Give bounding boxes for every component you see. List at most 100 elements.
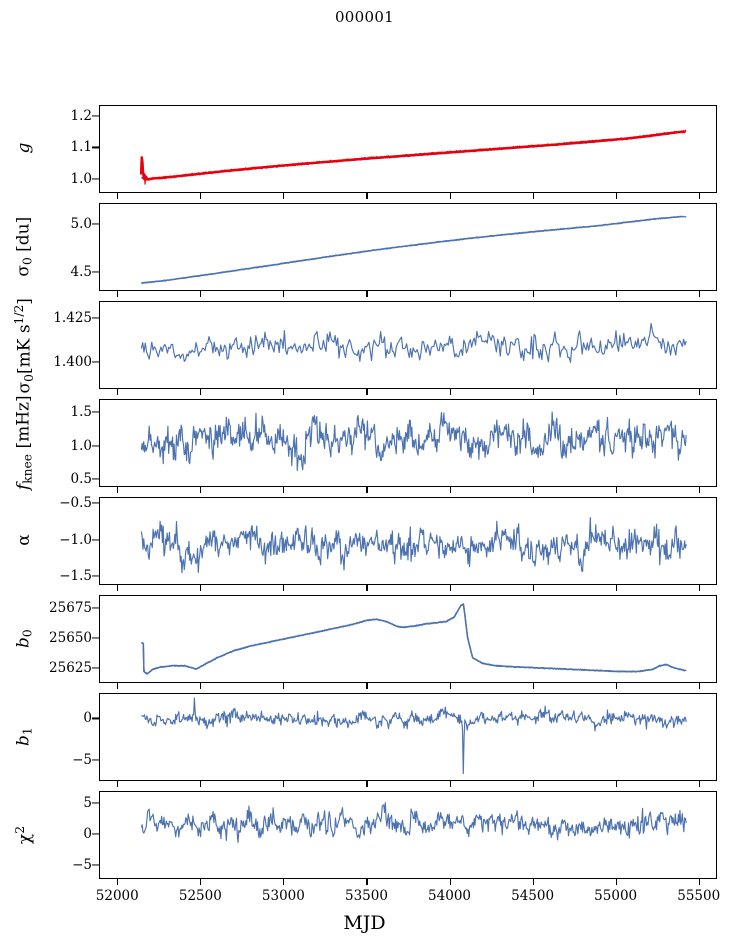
y-axis-f_knee: 0.5 1.0 1.5 <box>0 399 92 487</box>
x-tick-mark <box>698 683 700 689</box>
x-tick-mark <box>200 879 202 885</box>
data-line <box>141 216 686 283</box>
x-tick-mark <box>532 193 534 199</box>
y-tick-label: −5 <box>72 751 92 768</box>
x-tick-mark <box>283 781 285 787</box>
x-tick-mark <box>283 683 285 689</box>
x-tick-mark <box>283 487 285 493</box>
x-tick-label: 52500 <box>178 888 222 904</box>
data-line <box>141 604 686 674</box>
data-line <box>141 412 686 470</box>
y-tick-label: 1.0 <box>70 437 92 454</box>
y-tick-mark <box>91 575 99 577</box>
x-tick-mark <box>532 585 534 591</box>
data-line <box>141 323 686 362</box>
x-tick-mark <box>698 781 700 787</box>
y-tick-mark <box>91 864 99 866</box>
x-tick-label: 54500 <box>511 888 555 904</box>
x-tick-mark <box>698 389 700 395</box>
y-tick-mark <box>91 361 99 363</box>
y-tick-mark <box>91 223 99 225</box>
y-tick-label: −1.0 <box>59 531 92 548</box>
y-tick-label: 1.1 <box>70 139 92 156</box>
y-tick-label: 1.425 <box>53 309 92 326</box>
y-tick-mark <box>91 411 99 413</box>
x-tick-mark <box>117 389 119 395</box>
plot-panel-f_knee <box>99 399 717 487</box>
y-tick-label: −0.5 <box>59 494 92 511</box>
x-tick-mark <box>449 487 451 493</box>
x-tick-label: 52000 <box>95 888 139 904</box>
y-tick-label: 0.5 <box>70 471 92 487</box>
plot-panel-sigma0_mKs <box>99 301 717 389</box>
x-tick-mark <box>698 585 700 591</box>
x-tick-mark <box>698 879 700 885</box>
y-tick-mark <box>91 445 99 447</box>
y-tick-label: 25625 <box>49 659 92 676</box>
x-tick-mark <box>449 291 451 297</box>
x-tick-mark <box>200 193 202 199</box>
y-tick-label: 1.400 <box>53 353 92 370</box>
x-tick-mark <box>366 585 368 591</box>
y-tick-label: −5 <box>72 857 92 874</box>
y-tick-mark <box>91 146 99 148</box>
x-tick-mark <box>449 585 451 591</box>
x-tick-mark <box>615 389 617 395</box>
x-tick-mark <box>532 389 534 395</box>
y-axis-sigma0_mKs: 1.400 1.425 <box>0 301 92 389</box>
x-tick-mark <box>366 487 368 493</box>
x-tick-mark <box>117 193 119 199</box>
x-tick-mark <box>117 585 119 591</box>
x-tick-mark <box>283 585 285 591</box>
x-tick-mark <box>449 781 451 787</box>
data-line <box>141 130 686 184</box>
x-tick-mark <box>117 879 119 885</box>
y-axis-chi2: 5 0 −5 <box>0 791 92 879</box>
x-tick-mark <box>200 487 202 493</box>
x-tick-mark <box>366 193 368 199</box>
x-tick-label: 55000 <box>594 888 638 904</box>
x-tick-mark <box>698 291 700 297</box>
x-tick-mark <box>615 585 617 591</box>
y-tick-label: −1.5 <box>59 568 92 585</box>
x-tick-mark <box>615 193 617 199</box>
y-tick-mark <box>91 802 99 804</box>
x-tick-mark <box>366 291 368 297</box>
y-tick-label: 1.0 <box>70 170 92 187</box>
plot-panel-b1 <box>99 693 717 781</box>
x-tick-mark <box>200 585 202 591</box>
y-tick-mark <box>91 115 99 117</box>
x-tick-mark <box>283 879 285 885</box>
y-tick-label: 1.5 <box>70 404 92 421</box>
x-tick-mark <box>698 193 700 199</box>
x-tick-mark <box>615 781 617 787</box>
y-tick-label: 25675 <box>49 600 92 617</box>
x-tick-mark <box>532 683 534 689</box>
x-tick-mark <box>200 291 202 297</box>
x-tick-mark <box>532 291 534 297</box>
x-axis-label: MJD <box>343 912 386 934</box>
x-tick-mark <box>449 389 451 395</box>
x-tick-mark <box>283 389 285 395</box>
x-tick-mark <box>532 781 534 787</box>
x-tick-mark <box>449 193 451 199</box>
x-tick-mark <box>117 487 119 493</box>
y-tick-mark <box>91 759 99 761</box>
y-tick-label: 1.2 <box>70 108 92 124</box>
x-tick-mark <box>698 487 700 493</box>
x-tick-mark <box>449 879 451 885</box>
y-tick-label: 0 <box>83 826 92 843</box>
y-tick-label: 4.5 <box>70 263 92 280</box>
y-tick-mark <box>91 637 99 639</box>
y-tick-label: 5 <box>83 795 92 812</box>
x-tick-mark <box>200 781 202 787</box>
y-tick-mark <box>91 271 99 273</box>
y-axis-b1: 0 −5 <box>0 693 92 781</box>
plot-panel-b0 <box>99 595 717 683</box>
x-tick-mark <box>366 781 368 787</box>
x-tick-mark <box>200 389 202 395</box>
x-tick-mark <box>283 291 285 297</box>
y-tick-mark <box>91 317 99 319</box>
y-tick-mark <box>91 502 99 504</box>
